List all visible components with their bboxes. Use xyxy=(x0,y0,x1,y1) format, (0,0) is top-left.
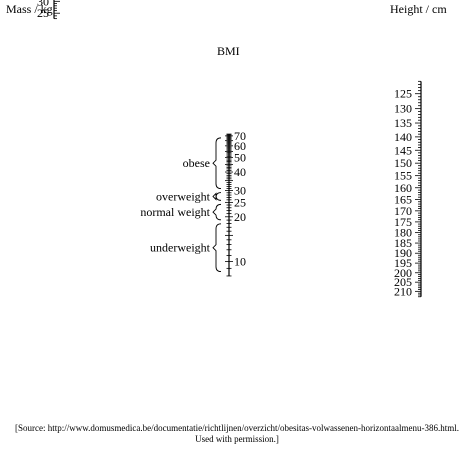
height-tick-label: 155 xyxy=(394,169,412,183)
bmi-category-brace xyxy=(212,223,222,273)
bmi-category-label: overweight xyxy=(156,189,211,203)
mass-axis: 1501401301201101009590858075706560555045… xyxy=(37,0,60,20)
height-tick-label: 150 xyxy=(394,156,412,170)
bmi-category-brackets: obese overweight normal weight underweight xyxy=(140,137,222,273)
bmi-category-label: underweight xyxy=(150,241,211,255)
nomogram-scales: 1501401301201101009590858075706560555045… xyxy=(37,0,422,298)
height-tick-label: 180 xyxy=(394,226,412,240)
height-tick-label: 205 xyxy=(394,275,412,289)
height-axis: 1251301351401451501551601651701751801851… xyxy=(394,80,422,298)
source-line-2: Used with permission.] xyxy=(195,434,279,444)
bmi-tick-label: 10 xyxy=(234,255,246,269)
bmi-tick-label: 25 xyxy=(234,195,246,209)
mass-tick-label: 30 xyxy=(37,0,49,8)
bmi-category-brace xyxy=(212,137,222,190)
height-axis-title: Height / cm xyxy=(390,2,447,16)
mass-tick-label: 25 xyxy=(37,6,49,20)
bmi-category-label: normal weight xyxy=(140,205,210,219)
height-tick-label: 130 xyxy=(394,102,412,116)
bmi-tick-label: 60 xyxy=(234,139,246,153)
height-tick-label: 175 xyxy=(394,215,412,229)
bmi-category-brace xyxy=(212,203,222,221)
height-tick-label: 135 xyxy=(394,116,412,130)
source-citation: [Source: http://www.domusmedica.be/docum… xyxy=(0,423,474,445)
height-tick-label: 185 xyxy=(394,236,412,250)
height-tick-label: 200 xyxy=(394,266,412,280)
height-tick-label: 160 xyxy=(394,181,412,195)
height-tick-label: 195 xyxy=(394,256,412,270)
height-tick-label: 145 xyxy=(394,143,412,157)
height-tick-label: 170 xyxy=(394,204,412,218)
mass-axis-title: Mass / kg xyxy=(6,2,53,16)
bmi-tick-label: 30 xyxy=(234,184,246,198)
bmi-tick-label: 20 xyxy=(234,210,246,224)
bmi-category-brace xyxy=(212,192,222,201)
source-line-1: [Source: http://www.domusmedica.be/docum… xyxy=(14,423,460,433)
height-tick-label: 165 xyxy=(394,192,412,206)
bmi-tick-label: 50 xyxy=(234,151,246,165)
bmi-tick-label: 40 xyxy=(234,165,246,179)
bmi-tick-label: 70 xyxy=(234,129,246,143)
height-tick-label: 210 xyxy=(394,284,412,298)
height-tick-label: 190 xyxy=(394,246,412,260)
height-tick-label: 140 xyxy=(394,130,412,144)
bmi-category-label: obese xyxy=(183,156,210,170)
bmi-axis-title: BMI xyxy=(217,44,240,58)
height-tick-label: 125 xyxy=(394,87,412,101)
